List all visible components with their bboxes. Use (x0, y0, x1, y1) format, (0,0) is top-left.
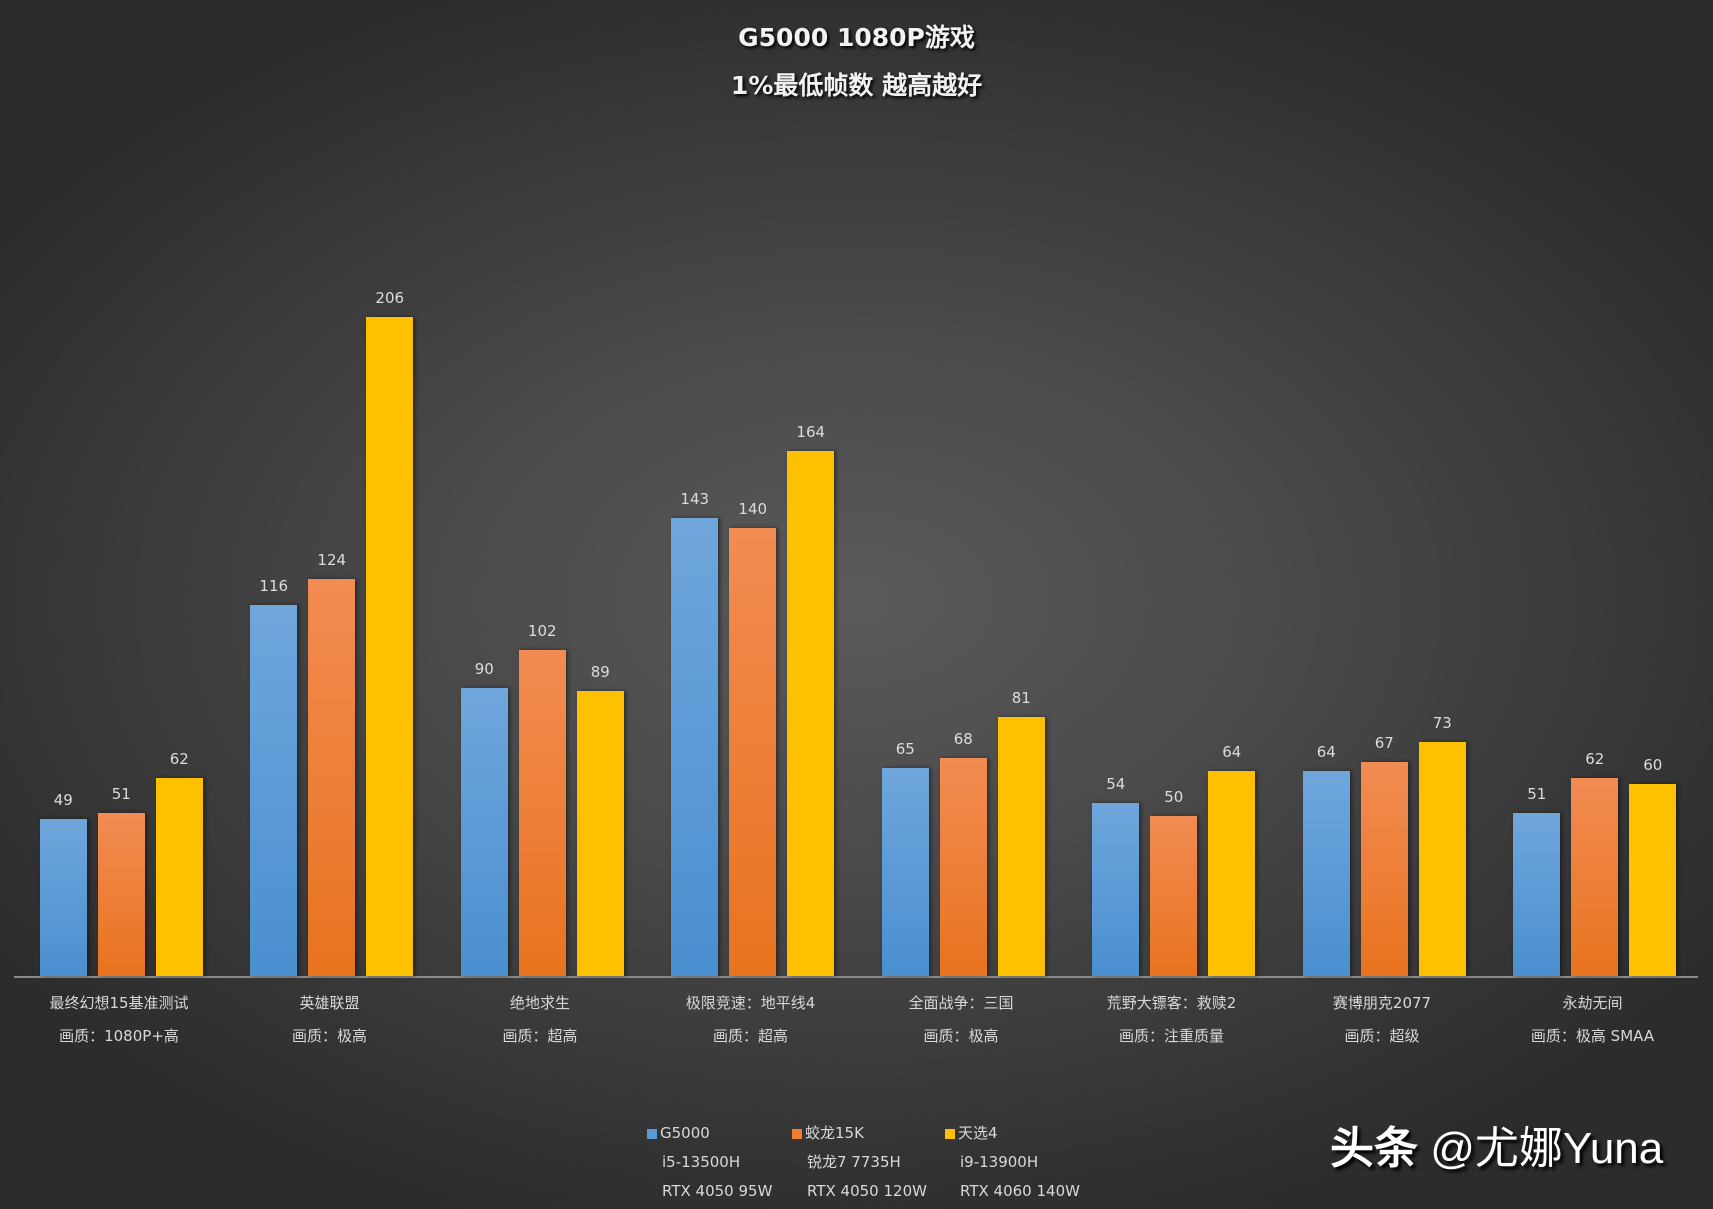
bar-蛟龙15K (729, 528, 777, 976)
bar-天选4 (1629, 784, 1677, 976)
bar-蛟龙15K (1150, 816, 1198, 976)
bar-天选4 (787, 451, 835, 976)
x-axis-category-label: 最终幻想15基准测试 画质：1080P+高 (14, 992, 224, 1046)
data-label: 140 (738, 500, 768, 518)
data-label: 73 (1432, 714, 1452, 733)
legend-item-G5000: G5000 i5-13500H RTX 4050 95W (647, 1122, 772, 1209)
category-quality: 画质：1080P+高 (59, 1027, 179, 1045)
legend-item-天选4: 天选4 i9-13900H RTX 4060 140W (945, 1122, 1080, 1209)
legend-swatch-icon (647, 1128, 657, 1139)
bar-天选4 (366, 316, 414, 976)
data-label: 51 (1527, 784, 1547, 803)
category-quality: 画质：极高 SMAA (1530, 1027, 1655, 1045)
data-label: 62 (1585, 749, 1605, 768)
data-label: 67 (1374, 733, 1394, 752)
bar-蛟龙15K (97, 812, 145, 976)
category-quality: 画质：超级 (1344, 1027, 1420, 1045)
data-label: 62 (169, 749, 189, 768)
bar-天选4 (1208, 771, 1256, 976)
data-label: 164 (796, 423, 826, 442)
category-name: 全面战争：三国 (908, 994, 1014, 1012)
x-axis-category-label: 永劫无间画质：极高 SMAA (1488, 992, 1698, 1046)
bar-蛟龙15K (518, 649, 566, 976)
category-quality: 画质：超高 (502, 1027, 578, 1045)
x-axis-category-label: 极限竞速：地平线4 画质：超高 (646, 992, 856, 1046)
data-label: 143 (680, 490, 710, 509)
data-label: 64 (1222, 743, 1242, 762)
bar-蛟龙15K (1360, 761, 1408, 976)
bar-G5000 (39, 819, 87, 976)
data-label: 68 (953, 730, 973, 749)
category-name: 最终幻想15基准测试 (49, 994, 189, 1012)
data-label: 51 (111, 784, 131, 803)
data-label: 64 (1316, 743, 1336, 762)
bar-G5000 (460, 688, 508, 976)
category-name: 绝地求生 (509, 994, 570, 1012)
legend-name: 蛟龙15K (805, 1124, 864, 1142)
x-axis-category-label: 英雄联盟画质：极高 (225, 992, 435, 1046)
bar-G5000 (250, 604, 298, 976)
category-quality: 画质：极高 (923, 1027, 999, 1045)
bar-蛟龙15K (308, 579, 356, 976)
data-label: 206 (375, 288, 405, 307)
bar-蛟龙15K (939, 758, 987, 976)
legend-item-蛟龙15K: 蛟龙15K 锐龙7 7735H RTX 4050 120W (792, 1122, 927, 1209)
bar-G5000 (1513, 812, 1561, 976)
bar-G5000 (881, 768, 929, 976)
x-axis-category-label: 荒野大镖客：救赎2 画质：注重质量 (1067, 992, 1277, 1046)
bar-G5000 (1302, 771, 1350, 976)
data-label: 54 (1106, 775, 1126, 794)
data-label: 124 (317, 551, 347, 570)
bar-G5000 (671, 518, 719, 976)
bar-天选4 (155, 777, 203, 976)
legend-gpu: RTX 4050 95W (662, 1182, 773, 1200)
x-axis-category-label: 赛博朋克2077 画质：超级 (1277, 992, 1487, 1046)
x-axis-category-label: 全面战争：三国 画质：极高 (856, 992, 1066, 1046)
category-name: 英雄联盟 (299, 994, 360, 1012)
bar-G5000 (1092, 803, 1140, 976)
category-name: 极限竞速：地平线4 (685, 994, 816, 1012)
legend-cpu: i9-13900H (960, 1153, 1039, 1171)
watermark-handle: @尤娜Yuna (1430, 1124, 1664, 1173)
data-label: 65 (895, 740, 915, 758)
category-name: 永劫无间 (1562, 994, 1623, 1012)
bar-蛟龙15K (1571, 777, 1619, 976)
chart-subtitle: 1%最低帧数 越高越好 (730, 71, 983, 100)
data-label: 102 (527, 621, 557, 640)
legend-cpu: i5-13500H (662, 1153, 741, 1171)
category-name: 赛博朋克2077 (1332, 994, 1432, 1012)
data-label: 60 (1643, 756, 1663, 774)
legend-gpu: RTX 4060 140W (960, 1182, 1080, 1200)
chart-title: G5000 1080P游戏 (738, 23, 975, 52)
category-quality: 画质：极高 (291, 1027, 367, 1045)
data-label: 49 (53, 791, 73, 810)
category-name: 荒野大镖客：救赎2 (1106, 994, 1237, 1012)
legend-gpu: RTX 4050 120W (807, 1182, 927, 1200)
bar-天选4 (1418, 742, 1466, 976)
legend-cpu: 锐龙7 7735H (807, 1153, 901, 1171)
legend-swatch-icon (792, 1128, 802, 1139)
data-label: 90 (474, 660, 494, 678)
data-label: 89 (590, 663, 610, 682)
data-label: 116 (259, 576, 289, 595)
legend-name: 天选4 (958, 1124, 998, 1142)
bar-天选4 (997, 716, 1045, 976)
legend-swatch-icon (945, 1128, 955, 1139)
watermark-prefix: 头条 (1330, 1124, 1418, 1173)
data-label: 81 (1011, 688, 1031, 707)
bar-天选4 (576, 691, 624, 976)
watermark: 头条 @尤娜Yuna (1330, 1112, 1663, 1176)
category-quality: 画质：超高 (712, 1027, 788, 1045)
data-label: 50 (1164, 788, 1184, 806)
category-quality: 画质：注重质量 (1118, 1027, 1224, 1045)
x-axis-category-label: 绝地求生画质：超高 (435, 992, 645, 1046)
x-axis-line (14, 976, 1698, 978)
legend-name: G5000 (660, 1124, 710, 1142)
